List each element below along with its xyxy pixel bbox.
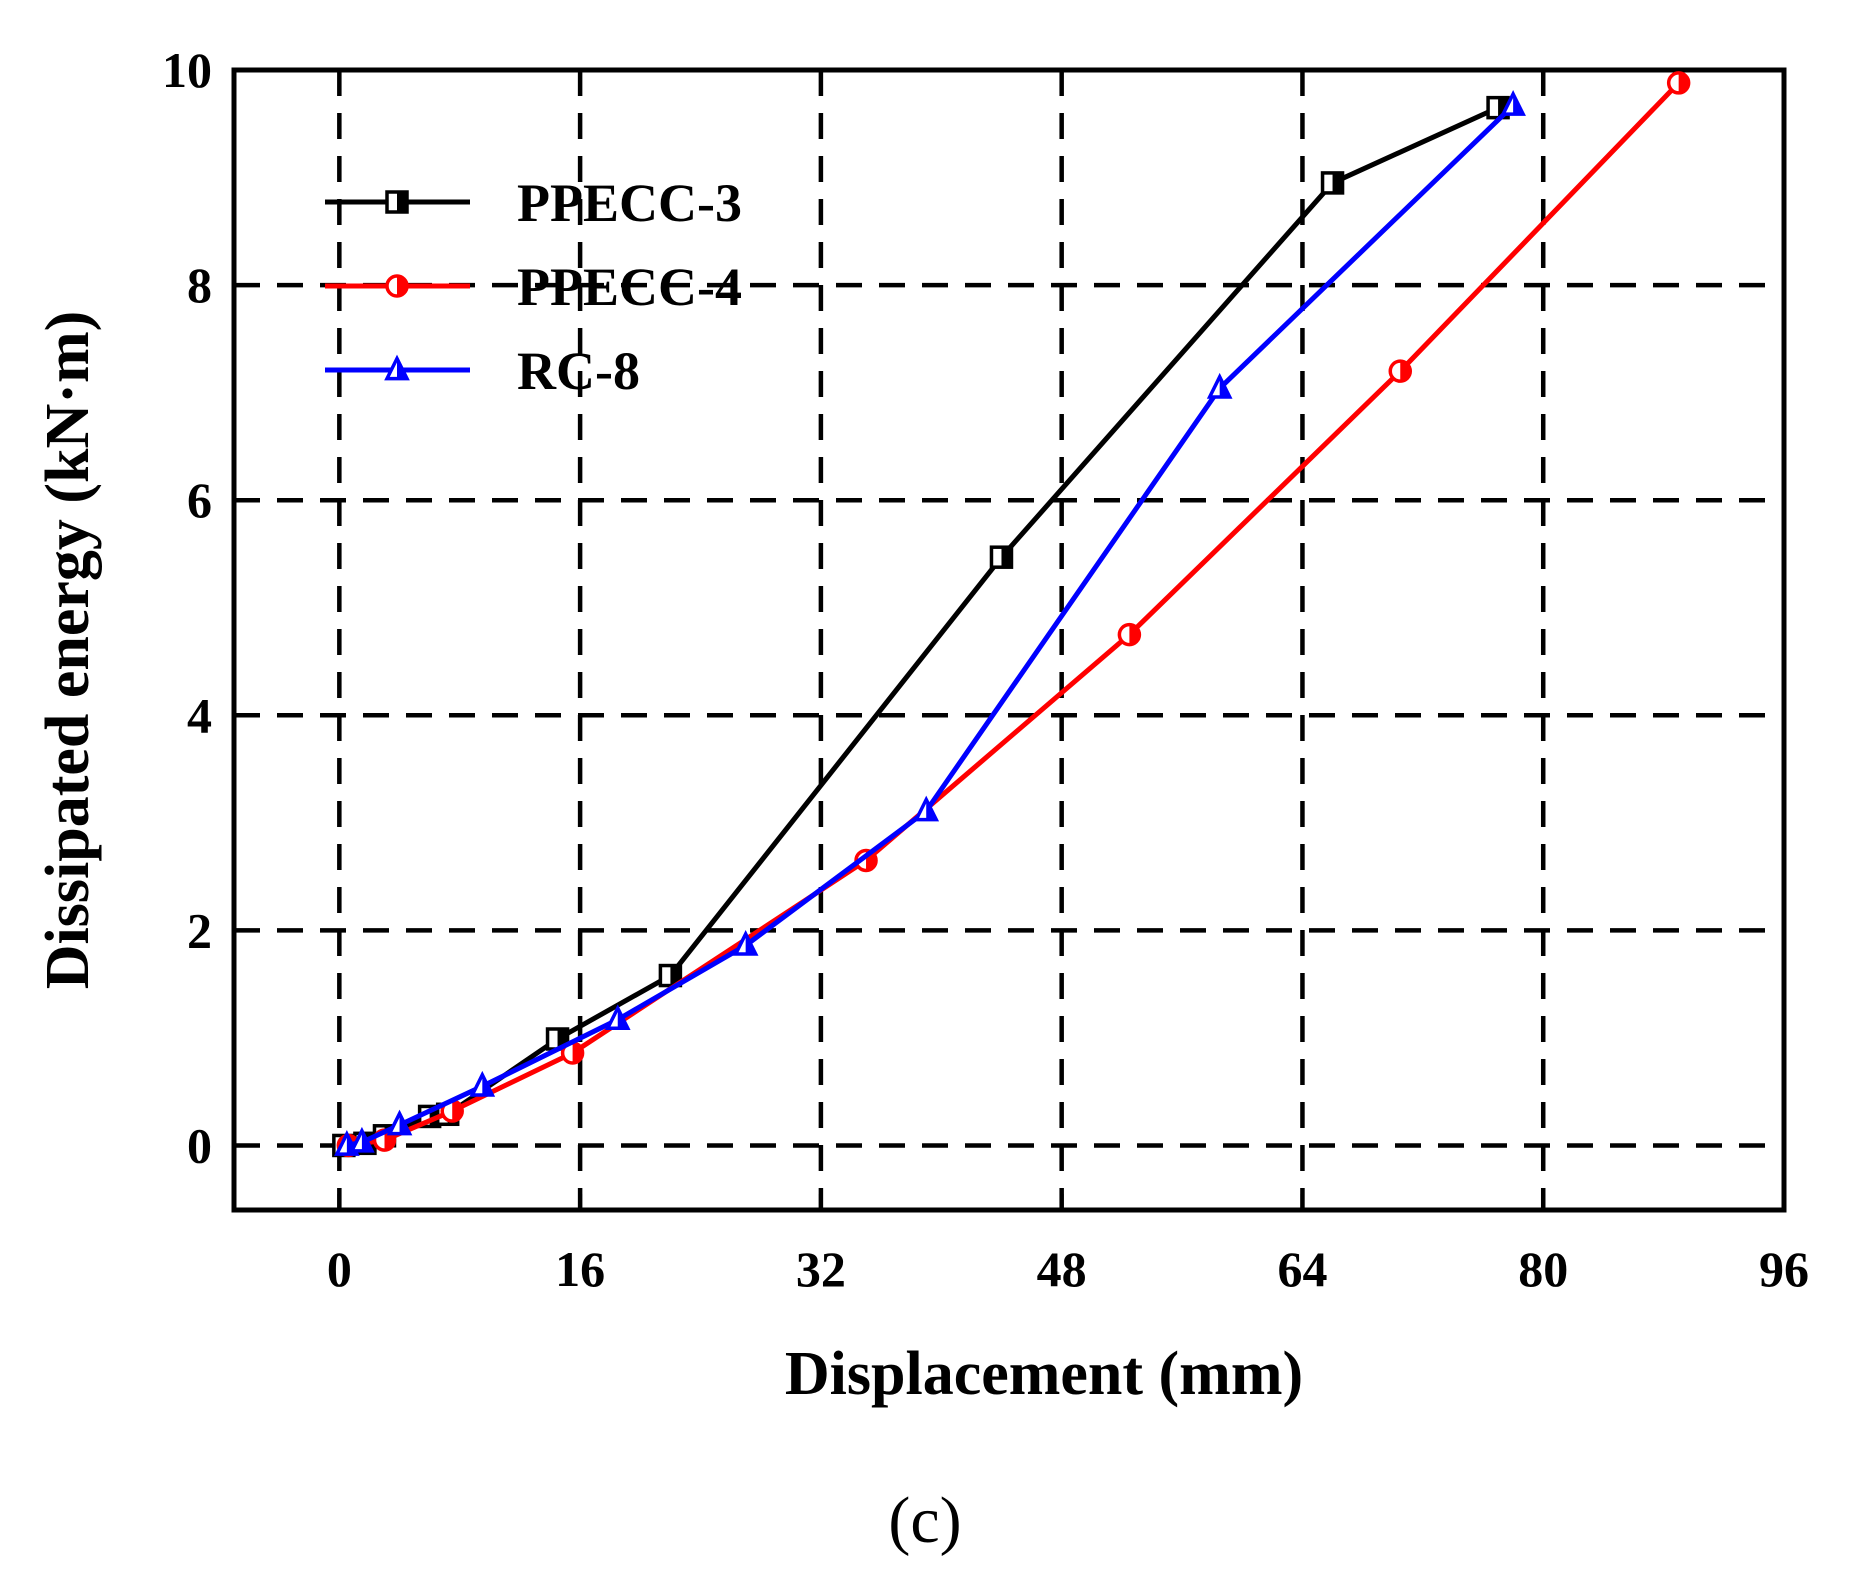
y-axis-title: Dissipated energy (kN·m) <box>34 311 102 990</box>
series-ppecc-4 <box>336 71 1691 1158</box>
y-tick-label: 4 <box>187 687 212 743</box>
data-point <box>386 1109 413 1136</box>
legend-label: RC-8 <box>517 341 640 401</box>
data-point <box>604 1004 631 1031</box>
marker-fill <box>397 358 407 379</box>
figure-caption: (c) <box>888 1484 961 1557</box>
x-tick-label: 96 <box>1759 1241 1809 1297</box>
marker-fill <box>397 192 407 212</box>
data-point <box>1206 372 1233 399</box>
x-tick-label: 64 <box>1277 1241 1327 1297</box>
marker-fill <box>1513 93 1524 115</box>
data-point <box>1320 171 1345 195</box>
legend-label: PPECC-3 <box>517 173 742 233</box>
x-tick-label: 16 <box>555 1241 605 1297</box>
legend-item: RC-8 <box>325 341 640 401</box>
data-point <box>658 963 683 988</box>
grid <box>234 70 1784 1210</box>
marker-fill <box>1332 172 1343 193</box>
marker-fill <box>1219 376 1230 397</box>
marker-fill <box>361 1130 372 1151</box>
marker-fill <box>1678 72 1689 93</box>
data-point <box>1666 71 1691 95</box>
marker-fill <box>1400 361 1411 382</box>
data-point <box>732 930 759 956</box>
data-point <box>1117 622 1142 647</box>
y-tick-label: 6 <box>187 472 212 528</box>
data-point <box>1388 359 1413 383</box>
marker-fill <box>926 799 937 820</box>
x-tick-label: 48 <box>1037 1241 1087 1297</box>
x-tick-label: 80 <box>1518 1241 1568 1297</box>
data-point <box>440 1099 464 1123</box>
legend-label: PPECC-4 <box>517 257 742 317</box>
series-ppecc-3 <box>332 95 1510 1158</box>
marker-fill <box>1129 624 1140 645</box>
plot-frame <box>231 67 1787 1213</box>
marker-fill <box>452 1101 463 1122</box>
y-tick-label: 0 <box>187 1117 212 1173</box>
marker-fill <box>397 276 407 296</box>
marker-fill <box>617 1008 628 1029</box>
y-tick-label: 8 <box>187 257 212 313</box>
data-point <box>560 1041 585 1065</box>
y-tick-label: 10 <box>162 42 212 98</box>
legend: PPECC-3 PPECC-4 RC-8 <box>325 173 742 401</box>
axis-ticks: 0 16 32 48 64 80 96 0 2 4 6 8 10 <box>162 42 1809 1297</box>
y-tick-label: 2 <box>187 902 212 958</box>
legend-item: PPECC-3 <box>325 173 742 233</box>
series-group <box>332 71 1691 1158</box>
marker-fill <box>572 1042 583 1063</box>
marker-fill <box>1498 97 1509 118</box>
data-point <box>913 795 940 822</box>
data-point <box>1500 90 1526 116</box>
marker-fill <box>482 1074 493 1095</box>
series-rc-8 <box>334 90 1526 1156</box>
marker-fill <box>745 933 756 955</box>
marker-fill <box>1001 547 1012 568</box>
data-point <box>469 1070 496 1097</box>
data-point <box>349 1126 375 1153</box>
series-line <box>348 81 1681 1148</box>
x-axis-title: Displacement (mm) <box>785 1340 1303 1408</box>
legend-item: PPECC-4 <box>325 257 742 317</box>
x-tick-label: 0 <box>327 1241 352 1297</box>
marker-fill <box>399 1113 410 1134</box>
data-point <box>989 545 1014 569</box>
x-tick-label: 32 <box>796 1241 846 1297</box>
marker-fill <box>670 965 681 986</box>
marker-fill <box>557 1029 568 1049</box>
